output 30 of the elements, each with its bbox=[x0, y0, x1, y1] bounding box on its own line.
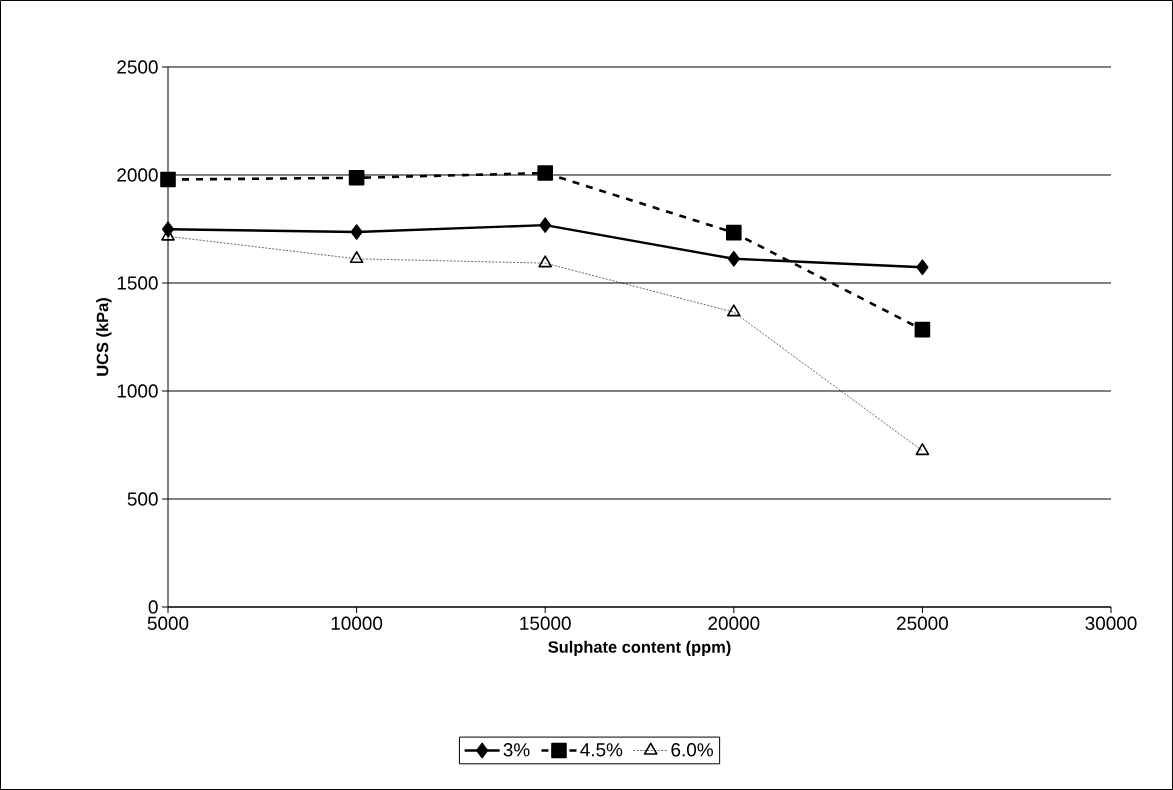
point bbox=[160, 171, 176, 188]
y-tick-label: 0 bbox=[148, 600, 158, 614]
point bbox=[538, 255, 553, 268]
point bbox=[727, 251, 740, 267]
point bbox=[914, 321, 931, 338]
x-tick-label: 10000 bbox=[331, 616, 383, 630]
x-tick-label: 30000 bbox=[1085, 616, 1137, 630]
x-axis-title: Sulphate content (ppm) bbox=[548, 640, 731, 657]
x-tick-label: 25000 bbox=[897, 616, 948, 630]
x-tick-label: 20000 bbox=[708, 616, 760, 630]
legend-label: 6.0% bbox=[671, 743, 713, 757]
point bbox=[726, 224, 742, 241]
legend-label: 3% bbox=[503, 743, 530, 757]
point bbox=[349, 251, 364, 264]
y-tick-label: 2500 bbox=[117, 60, 158, 74]
point bbox=[350, 224, 363, 240]
x-tick-label: 15000 bbox=[520, 616, 571, 630]
point bbox=[915, 443, 930, 456]
point bbox=[537, 165, 553, 181]
point bbox=[916, 259, 929, 276]
y-axis-title: UCS (kPa) bbox=[96, 298, 112, 376]
point bbox=[726, 304, 741, 317]
y-tick-label: 1500 bbox=[117, 276, 158, 290]
legend-label: 4.5% bbox=[580, 743, 623, 757]
point bbox=[539, 217, 552, 233]
y-tick-label: 1000 bbox=[117, 384, 158, 398]
point bbox=[348, 170, 365, 186]
y-tick-label: 500 bbox=[127, 492, 158, 506]
x-tick-label: 5000 bbox=[147, 616, 189, 630]
y-tick-label: 2000 bbox=[117, 168, 158, 182]
